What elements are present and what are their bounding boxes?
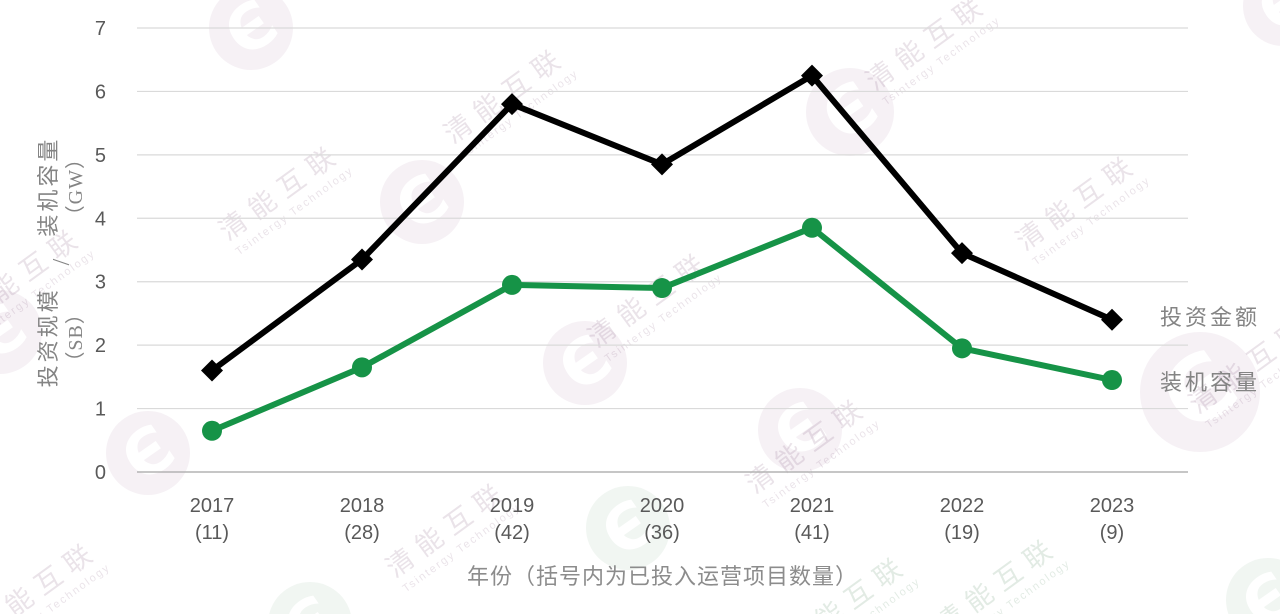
y-axis-title-capacity-unit: （GW） [65, 148, 88, 226]
y-tick-label: 4 [95, 208, 106, 230]
x-tick-year: 2020 [640, 495, 685, 517]
x-tick-project-count: (42) [494, 522, 530, 544]
investment-point-marker [501, 93, 523, 116]
tsintergy-logo-watermark-icon: Є [1140, 330, 1260, 454]
capacity-point-marker [1102, 370, 1122, 391]
x-tick-project-count: (11) [195, 522, 229, 544]
y-tick-label: 3 [95, 272, 106, 294]
x-tick-year: 2018 [340, 495, 385, 517]
tsintergy-logo-watermark-icon: Є [586, 485, 670, 571]
capacity-point-marker [952, 338, 972, 359]
x-tick-year: 2023 [1090, 495, 1135, 517]
y-axis-title-capacity-text: 装机容量 [35, 136, 61, 237]
x-tick-project-count: (28) [344, 522, 380, 544]
y-tick-label: 5 [95, 145, 106, 167]
x-tick-project-count: (19) [944, 522, 980, 544]
y-tick-label: 6 [95, 81, 106, 103]
capacity-point-marker [202, 420, 222, 441]
investment-point-marker [351, 248, 373, 271]
x-tick-project-count: (9) [1100, 522, 1124, 544]
investment-point-marker [951, 242, 973, 265]
capacity-point-marker [502, 274, 522, 295]
x-tick-year: 2017 [190, 495, 235, 517]
investment-point-marker [801, 64, 823, 87]
investment-point-marker [651, 153, 673, 176]
y-tick-label: 2 [95, 335, 106, 357]
capacity-point-marker [652, 278, 672, 299]
x-tick-year: 2022 [940, 495, 985, 517]
y-axis-title: 投资规模 （SB） / 装机容量 （GW） [29, 107, 95, 417]
x-tick-project-count: (41) [794, 522, 830, 544]
tsintergy-logo-watermark-icon: Є [543, 320, 627, 406]
y-axis-title-separator: / [48, 258, 75, 266]
tsintergy-logo-watermark-icon: Є [106, 410, 190, 496]
y-axis-title-investment: 投资规模 （SB） [35, 287, 90, 387]
investment-point-marker [1101, 308, 1123, 331]
investment-point-marker [201, 359, 223, 382]
investment-line [209, 72, 1115, 374]
x-tick-project-count: (36) [644, 522, 680, 544]
tsintergy-logo-watermark-icon: Є [758, 387, 842, 473]
tsintergy-logo-watermark-icon: Є [209, 0, 293, 71]
y-axis-title-investment-unit: （SB） [65, 303, 88, 372]
y-axis-title-capacity: 装机容量 （GW） [35, 137, 90, 237]
x-tick-year: 2021 [790, 495, 835, 517]
x-axis-title: 年份（括号内为已投入运营项目数量） [466, 564, 858, 589]
y-tick-label: 7 [95, 18, 106, 40]
series-label-investment: 投资金额 [1160, 305, 1261, 330]
y-axis-title-investment-text: 投资规模 [35, 287, 61, 388]
series-label-capacity: 装机容量 [1160, 370, 1261, 395]
x-tick-year: 2019 [490, 495, 535, 517]
y-tick-label: 1 [95, 399, 106, 421]
capacity-point-marker [802, 217, 822, 238]
y-tick-label: 0 [95, 462, 106, 484]
capacity-point-marker [352, 357, 372, 378]
